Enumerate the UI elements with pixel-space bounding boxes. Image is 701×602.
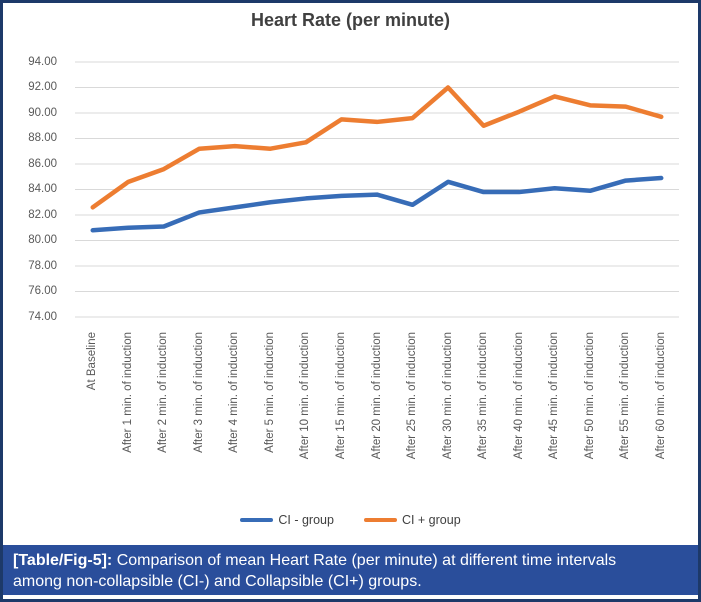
x-tick-label: After 2 min. of induction [157, 332, 170, 453]
x-tick-label: After 60 min. of induction [654, 332, 667, 460]
legend-item-ci-minus: CI - group [240, 513, 334, 527]
y-tick-label: 74.00 [28, 310, 57, 323]
series-line-ci-minus [90, 175, 664, 233]
legend-swatch-ci-minus [240, 518, 274, 522]
legend-item-ci-plus: CI + group [363, 513, 461, 527]
y-tick-label: 88.00 [28, 132, 57, 144]
x-tick-label: After 3 min. of induction [192, 332, 205, 453]
legend-swatch-ci-plus [363, 518, 397, 522]
x-tick-label: After 50 min. of induction [583, 332, 596, 460]
x-tick-label: After 45 min. of induction [548, 332, 561, 460]
x-tick-label: After 40 min. of induction [512, 332, 525, 460]
y-tick-label: 76.00 [28, 285, 57, 297]
legend-label: CI - group [278, 513, 334, 527]
x-tick-label: After 25 min. of induction [406, 332, 419, 460]
chart-title: Heart Rate (per minute) [250, 10, 451, 30]
y-tick-label: 82.00 [28, 208, 57, 221]
x-tick-label: After 10 min. of induction [299, 332, 312, 460]
x-tick-label: After 20 min. of induction [370, 332, 383, 460]
y-tick-label: 84.00 [28, 183, 57, 195]
x-tick-label: At Baseline [86, 332, 99, 391]
x-tick-label: After 30 min. of induction [441, 332, 454, 460]
x-tick-label: After 4 min. of induction [228, 332, 241, 453]
y-tick-label: 78.00 [28, 259, 57, 272]
caption-text: Comparison of mean Heart Rate (per minut… [13, 552, 617, 591]
figure-caption: [Table/Fig-5]: Comparison of mean Heart … [3, 545, 698, 595]
x-tick-label: After 15 min. of induction [334, 332, 347, 460]
legend: CI - group CI + group [3, 513, 698, 527]
x-tick-label: After 1 min. of induction [121, 332, 134, 453]
y-tick-label: 94.00 [28, 55, 57, 68]
y-tick-label: 90.00 [28, 106, 57, 119]
caption-label: [Table/Fig-5]: [13, 552, 113, 569]
y-tick-label: 86.00 [28, 157, 57, 170]
y-tick-label: 92.00 [28, 81, 57, 93]
x-tick-label: After 35 min. of induction [477, 332, 490, 460]
legend-label: CI + group [401, 513, 461, 527]
x-tick-label: After 55 min. of induction [619, 332, 632, 460]
x-tick-label: After 5 min. of induction [263, 332, 276, 453]
y-tick-label: 80.00 [28, 234, 57, 246]
plot-area [75, 61, 679, 318]
series-line-ci-plus [90, 85, 664, 210]
